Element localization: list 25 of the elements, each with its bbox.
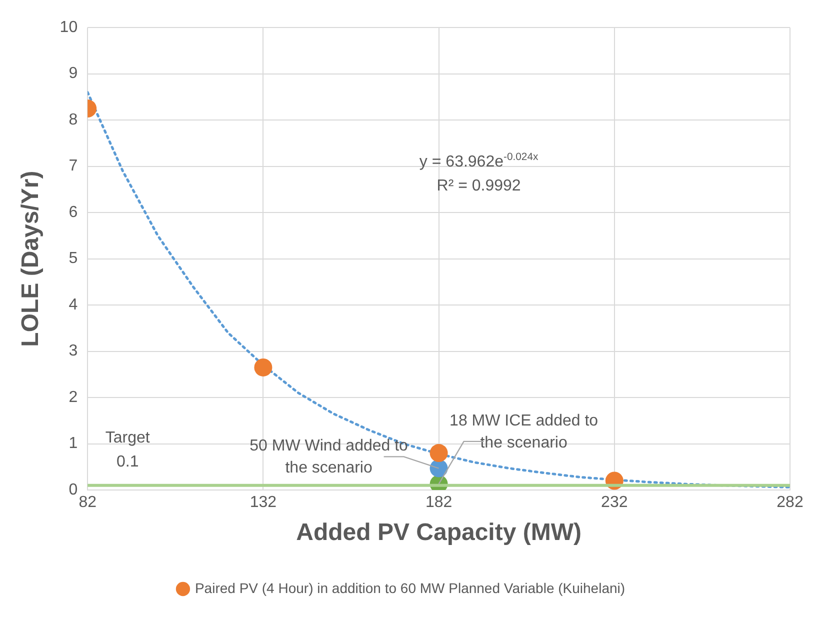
- y-tick-label: 2: [68, 388, 78, 406]
- y-tick-label: 8: [68, 111, 78, 128]
- y-tick-label: 9: [68, 65, 78, 82]
- point: [254, 358, 272, 376]
- x-axis-title: Added PV Capacity (MW): [296, 519, 582, 546]
- y-tick-label: 5: [68, 250, 78, 268]
- y-tick-label: 6: [68, 204, 78, 221]
- x-tick-label: 282: [776, 494, 804, 512]
- x-tick-label: 232: [601, 494, 628, 512]
- y-tick-label: 7: [68, 158, 78, 175]
- y-tick-label: 1: [68, 435, 78, 452]
- y-axis-title: LOLE (Days/Yr): [17, 170, 44, 347]
- annotation: R² = 0.9992: [436, 177, 521, 194]
- x-tick-label: 182: [425, 494, 452, 512]
- x-tick-label: 82: [78, 494, 97, 512]
- y-tick-label: 0: [68, 481, 78, 498]
- annotation: 18 MW ICE added to the scenario: [450, 412, 598, 452]
- legend-label: Paired PV (4 Hour) in addition to 60 MW Planned Variable (Kuihelani): [194, 580, 626, 596]
- y-tick-label: 10: [60, 19, 78, 36]
- ref-line-label: Target 0.1: [105, 430, 150, 471]
- y-tick-label: 4: [68, 296, 78, 314]
- point: [430, 444, 448, 462]
- x-tick-label: 132: [250, 494, 277, 512]
- annotation: 50 MW Wind added to the scenario: [250, 438, 408, 477]
- y-tick-label: 3: [68, 342, 78, 360]
